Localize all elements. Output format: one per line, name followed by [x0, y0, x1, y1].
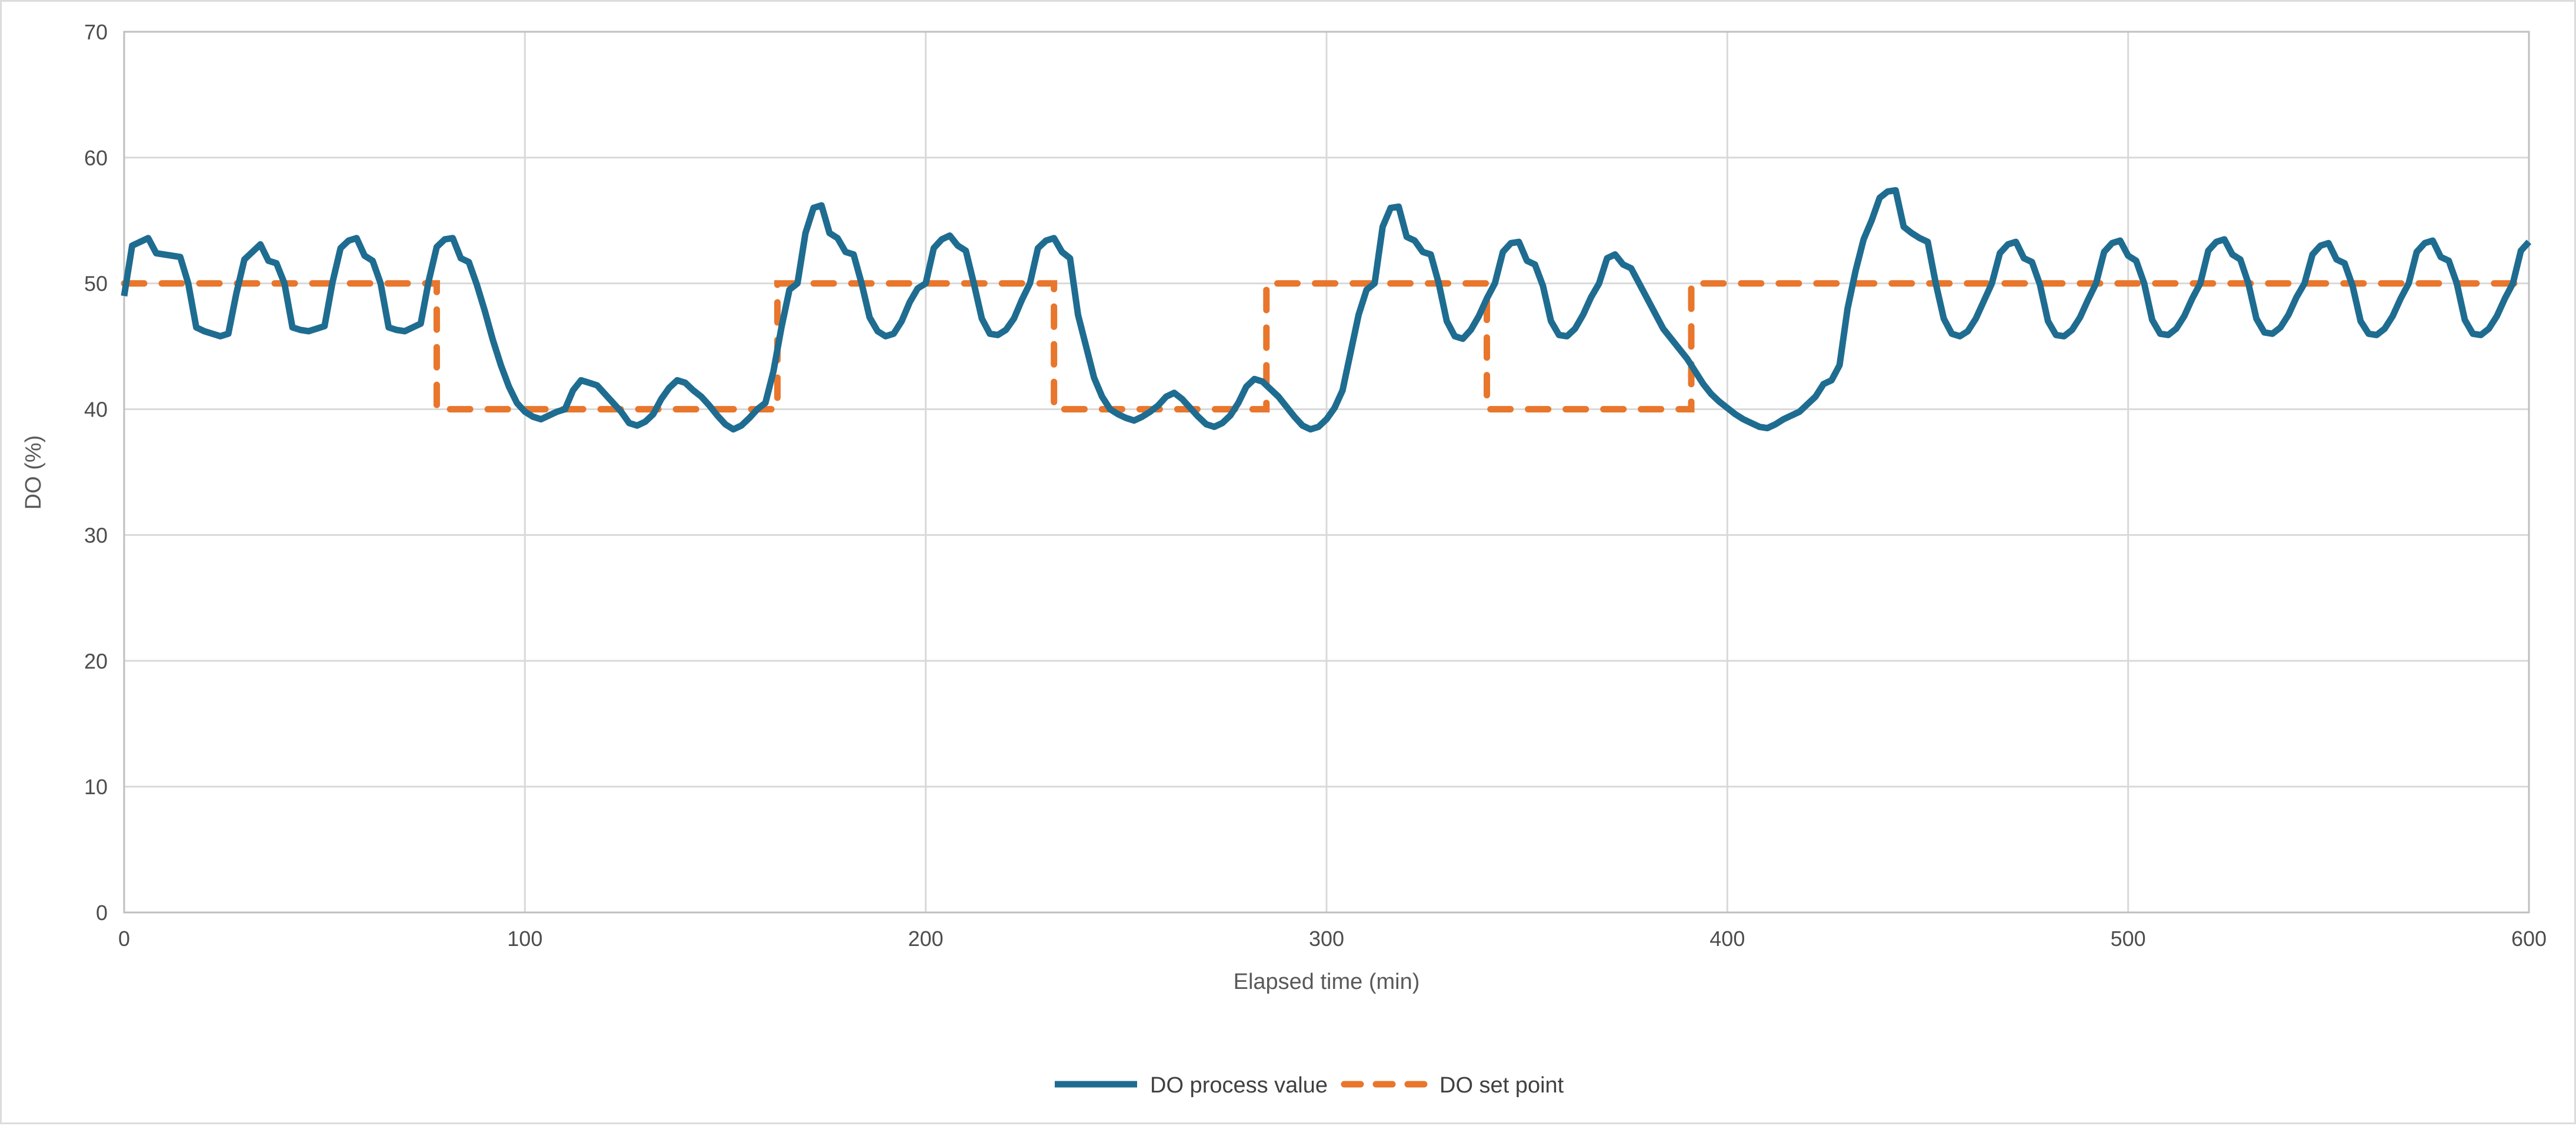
x-axis-tick-label: 500: [2111, 927, 2146, 951]
y-axis-tick-label: 60: [84, 146, 108, 170]
x-axis-tick-label: 200: [908, 927, 944, 951]
series-do-set-point: [121, 280, 2532, 413]
y-axis-tick-label: 20: [84, 649, 108, 673]
y-axis-title: DO (%): [21, 435, 46, 510]
y-axis-tick-label: 10: [84, 775, 108, 799]
legend-label-set-point: DO set point: [1439, 1073, 1564, 1098]
y-axis-tick-label: 70: [84, 20, 108, 44]
x-axis-title: Elapsed time (min): [1234, 970, 1420, 994]
y-axis-tick-label: 50: [84, 272, 108, 296]
legend-label-process-value: DO process value: [1150, 1073, 1328, 1098]
y-axis-tick-labels: 0 10 20 30 40 50 60 70: [84, 20, 108, 925]
x-axis-tick-labels: 0 100 200 300 400 500 600: [118, 927, 2547, 951]
x-axis-tick-label: 100: [507, 927, 542, 951]
y-axis-tick-label: 30: [84, 523, 108, 547]
y-axis-tick-label: 40: [84, 398, 108, 422]
x-axis-tick-label: 600: [2511, 927, 2547, 951]
x-axis-tick-label: 0: [118, 927, 130, 951]
gridlines-vertical: [524, 32, 2130, 912]
plot-area-border: [123, 31, 2530, 914]
series-do-process-value: [121, 186, 2532, 433]
x-axis-tick-label: 400: [1709, 927, 1745, 951]
x-axis-tick-label: 300: [1309, 927, 1344, 951]
chart-legend: DO process value DO set point: [1055, 1073, 1564, 1098]
y-axis-tick-label: 0: [96, 901, 108, 925]
